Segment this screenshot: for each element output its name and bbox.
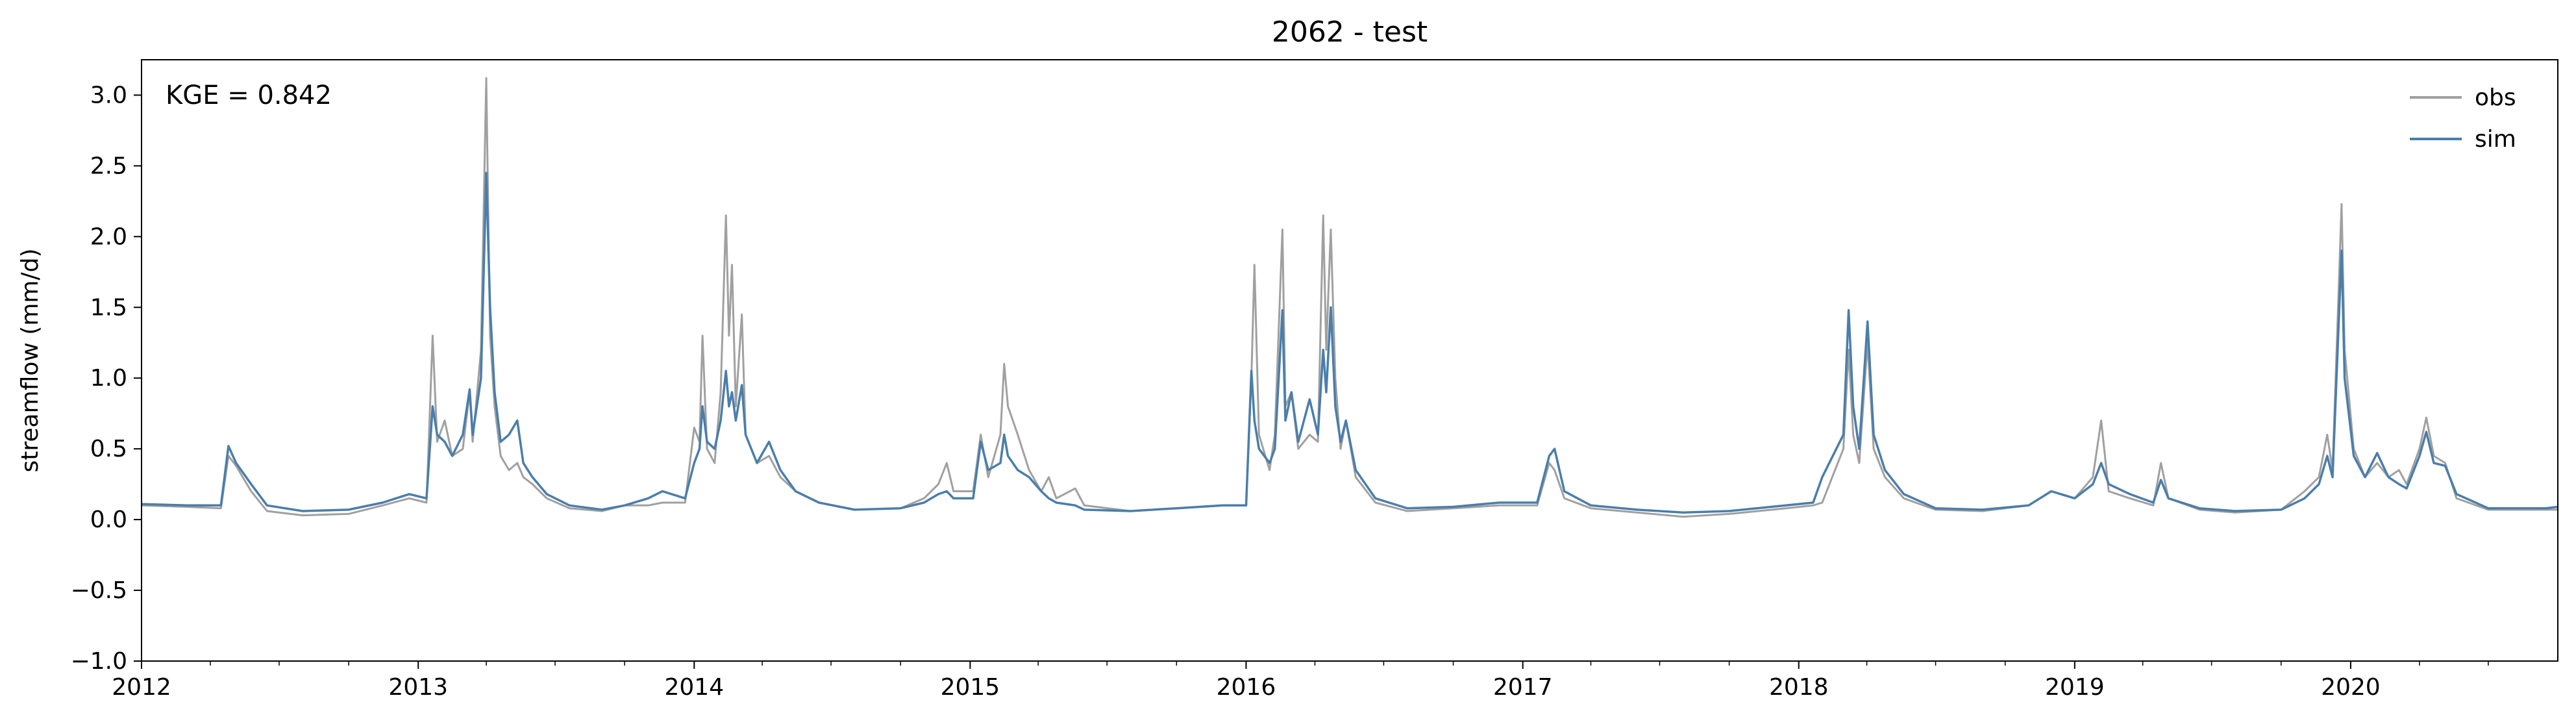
series-line-sim [141,171,2558,514]
plot-frame [141,59,2558,662]
legend-label-obs: obs [2475,84,2516,111]
y-tick-label: −1.0 [71,648,127,675]
y-axis-label: streamflow (mm/d) [17,249,43,473]
y-tick-label: 0.5 [90,436,127,462]
x-tick-label: 2016 [1217,674,1276,701]
plot-area [141,77,2558,518]
y-tick-label: 3.0 [90,82,127,108]
x-tick-label: 2014 [664,674,724,701]
x-tick-label: 2012 [112,674,171,701]
legend-label-sim: sim [2475,126,2516,153]
y-tick-label: −0.5 [71,577,127,604]
series-line-obs [141,77,2558,518]
legend: obs sim [2410,84,2516,153]
y-tick-label: 0.0 [90,507,127,533]
x-tick-label: 2019 [2045,674,2105,701]
x-tick-label: 2017 [1493,674,1553,701]
kge-annotation: KGE = 0.842 [166,81,332,110]
x-tick-label: 2020 [2321,674,2381,701]
y-tick-label: 2.0 [90,223,127,250]
x-tick-label: 2015 [941,674,1000,701]
y-tick-label: 2.5 [90,153,127,179]
x-tick-label: 2013 [388,674,448,701]
x-tick-label: 2018 [1769,674,1829,701]
y-tick-label: 1.5 [90,294,127,321]
chart-title: 2062 - test [1272,16,1428,49]
y-tick-label: 1.0 [90,365,127,392]
